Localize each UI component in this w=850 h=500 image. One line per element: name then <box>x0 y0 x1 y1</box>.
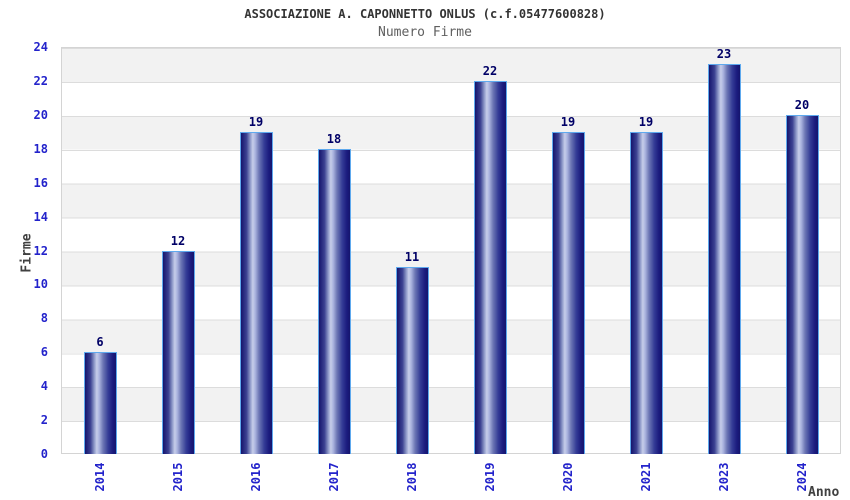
bar-2018 <box>395 267 429 454</box>
x-tick-label: 2019 <box>483 462 497 492</box>
x-tick-label: 2017 <box>327 462 341 492</box>
y-tick-label: 8 <box>40 311 48 326</box>
bar-value-label: 22 <box>482 63 498 78</box>
y-axis-label: Firme <box>19 233 35 273</box>
bar-2024 <box>785 114 819 454</box>
y-tick-label: 24 <box>33 40 48 54</box>
x-tick-label: 2015 <box>171 462 185 492</box>
bar-value-label: 18 <box>326 131 342 146</box>
x-tick-label: 2024 <box>795 462 809 492</box>
y-tick-label: 22 <box>33 73 48 88</box>
y-tick-label: 14 <box>33 209 48 224</box>
x-tick-label: 2020 <box>561 462 575 492</box>
bar-value-label: 19 <box>560 114 576 129</box>
y-tick-label: 12 <box>33 243 48 258</box>
bar-2016 <box>239 131 273 454</box>
x-axis-label: Anno <box>808 485 840 500</box>
bar-2019 <box>473 80 507 454</box>
bar-2017 <box>317 148 351 454</box>
bar-2021 <box>629 131 663 454</box>
bar-value-label: 6 <box>96 335 104 350</box>
y-tick-label: 16 <box>33 175 48 190</box>
chart-title: ASSOCIAZIONE A. CAPONNETTO ONLUS (c.f.05… <box>244 7 606 21</box>
bar-value-label: 23 <box>716 46 732 61</box>
y-tick-label: 10 <box>33 277 48 292</box>
y-tick-label: 0 <box>40 447 48 461</box>
x-tick-label: 2021 <box>639 462 653 492</box>
bar-2015 <box>161 250 195 454</box>
x-tick-label: 2016 <box>249 462 263 492</box>
y-tick-label: 4 <box>40 379 48 394</box>
bar-2014 <box>83 352 117 454</box>
x-tick-label: 2014 <box>93 462 107 492</box>
bar-2023 <box>707 63 741 454</box>
chart-subtitle: Numero Firme <box>378 25 472 40</box>
y-tick-label: 20 <box>33 107 48 122</box>
bar-value-label: 12 <box>170 233 186 248</box>
bar-value-label: 19 <box>248 114 264 129</box>
y-tick-label: 18 <box>33 141 48 156</box>
bar-2020 <box>551 131 585 454</box>
x-tick-label: 2023 <box>717 462 731 492</box>
bar-value-label: 20 <box>794 97 810 112</box>
bar-value-label: 19 <box>638 114 654 129</box>
x-tick-label: 2018 <box>405 462 419 492</box>
bar-value-label: 11 <box>404 250 420 265</box>
y-tick-label: 2 <box>40 413 48 428</box>
y-tick-label: 6 <box>40 345 48 360</box>
